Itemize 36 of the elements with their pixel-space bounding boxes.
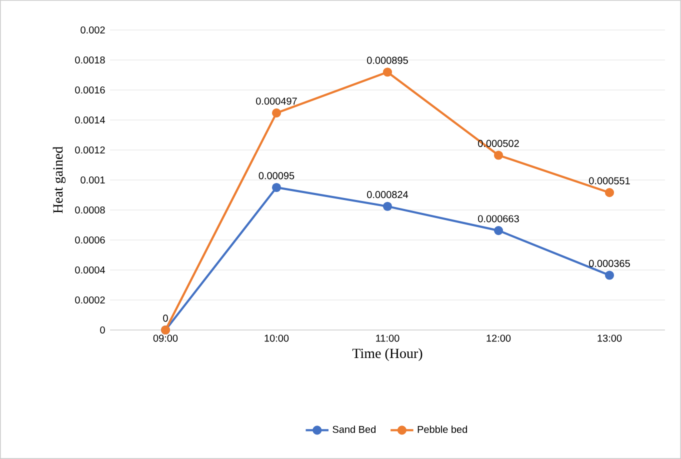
data-label: 0.00095 <box>258 172 294 180</box>
x-tick-label: 10:00 <box>264 334 289 342</box>
y-tick-label: 0.002 <box>80 26 105 34</box>
data-label: 0 <box>163 314 168 322</box>
y-tick-label: 0.0014 <box>75 116 105 124</box>
point <box>604 270 614 280</box>
y-tick-label: 0.0016 <box>75 86 105 94</box>
y-tick-label: 0.0012 <box>75 146 105 154</box>
point <box>382 202 392 211</box>
point <box>494 226 504 236</box>
point <box>494 150 504 160</box>
x-tick-label: 13:00 <box>598 334 622 342</box>
annotation: 0.000895 <box>367 56 408 64</box>
x-axis-title: Time (Hour) <box>352 348 422 361</box>
y-tick-label: 0.0008 <box>75 206 105 214</box>
point <box>272 182 282 192</box>
y-tick-label: 0.0018 <box>75 56 105 64</box>
x-tick-label: 11:00 <box>376 334 400 342</box>
point <box>604 188 614 198</box>
data-label: 0.000663 <box>478 215 519 222</box>
data-label: 0.000365 <box>589 260 630 267</box>
y-axis-title: Heat gained <box>52 146 66 214</box>
point <box>382 68 392 77</box>
legend-label: Sand Bed <box>332 426 376 433</box>
data-label: 0.000824 <box>367 191 408 198</box>
y-tick-label: 0.001 <box>80 176 105 184</box>
y-tick-label: 0.0004 <box>75 266 105 274</box>
y-tick-label: 0 <box>100 326 105 334</box>
x-tick-label: 12:00 <box>486 334 511 342</box>
annotation: 0.000551 <box>589 177 630 184</box>
y-tick-label: 0.0006 <box>75 236 105 244</box>
annotation: 0.000497 <box>256 98 297 105</box>
legend-label: Pebble bed <box>418 426 467 433</box>
x-tick-label: 09:00 <box>153 334 178 342</box>
y-tick-label: 0.0002 <box>75 296 105 304</box>
point <box>272 108 282 118</box>
